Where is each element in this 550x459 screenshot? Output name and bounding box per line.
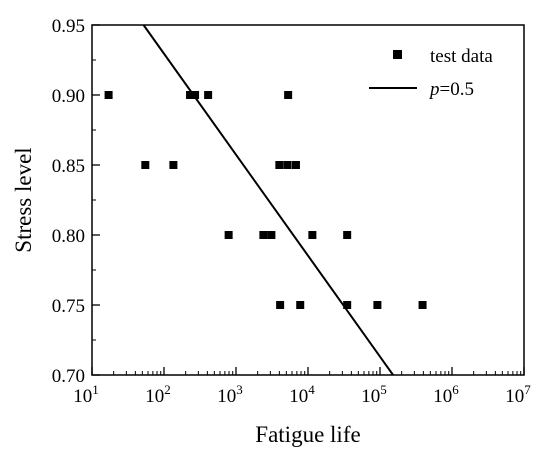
x-tick-exponent: 3 xyxy=(236,382,243,397)
x-tick-exponent: 6 xyxy=(452,382,459,397)
x-tick-base: 10 xyxy=(73,386,92,407)
data-point xyxy=(104,91,113,99)
x-tick-label: 102 xyxy=(145,382,171,407)
x-tick-label: 105 xyxy=(361,382,387,407)
legend-marker-test-data xyxy=(393,50,402,59)
y-tick-label: 0.95 xyxy=(52,16,85,37)
data-point xyxy=(283,161,292,169)
x-tick-base: 10 xyxy=(145,386,164,407)
data-point xyxy=(204,91,213,99)
data-point xyxy=(418,301,427,309)
legend-label-test-data: test data xyxy=(430,46,493,67)
legend-label-p-rest: =0.5 xyxy=(440,79,474,100)
x-tick-base: 10 xyxy=(289,386,308,407)
legend-label-p-italic: p xyxy=(428,79,440,100)
x-tick-exponent: 5 xyxy=(380,382,387,397)
data-point xyxy=(169,161,178,169)
x-tick-label: 106 xyxy=(433,382,459,407)
y-tick-label: 0.85 xyxy=(52,156,85,177)
data-point xyxy=(284,91,293,99)
x-tick-label: 107 xyxy=(505,382,531,407)
data-point xyxy=(259,231,268,239)
x-tick-label: 104 xyxy=(289,382,315,407)
data-point xyxy=(275,161,284,169)
data-point xyxy=(186,91,195,99)
data-point xyxy=(191,91,200,99)
plot-frame xyxy=(91,24,525,376)
legend-label-p: p=0.5 xyxy=(428,79,474,100)
y-axis-title: Stress level xyxy=(11,147,36,252)
x-tick-base: 10 xyxy=(505,386,524,407)
data-point xyxy=(267,231,276,239)
y-tick-label: 0.70 xyxy=(52,366,85,387)
x-tick-base: 10 xyxy=(361,386,380,407)
x-axis-title: Fatigue life xyxy=(255,422,360,447)
axis-ticks xyxy=(91,24,525,376)
x-tick-exponent: 1 xyxy=(92,382,99,397)
x-tick-exponent: 7 xyxy=(524,382,531,397)
x-tick-label: 103 xyxy=(217,382,243,407)
data-point xyxy=(343,301,352,309)
x-tick-label: 101 xyxy=(73,382,99,407)
data-point xyxy=(224,231,233,239)
fit-line-p-0-5 xyxy=(142,24,394,376)
data-point xyxy=(291,161,300,169)
x-tick-base: 10 xyxy=(433,386,452,407)
y-tick-label: 0.75 xyxy=(52,296,85,317)
legend: test data p=0.5 xyxy=(369,46,493,100)
x-tick-base: 10 xyxy=(217,386,236,407)
x-tick-exponent: 2 xyxy=(164,382,171,397)
data-point xyxy=(343,231,352,239)
tick-labels: 101 102 103 104 105 106 1070.700.750.800.850.9… xyxy=(52,16,532,407)
data-point xyxy=(296,301,305,309)
data-point xyxy=(308,231,317,239)
x-tick-exponent: 4 xyxy=(308,382,315,397)
data-point xyxy=(141,161,150,169)
data-point xyxy=(373,301,382,309)
y-tick-label: 0.80 xyxy=(52,226,85,247)
plot-content xyxy=(104,24,427,376)
y-tick-label: 0.90 xyxy=(52,86,85,107)
data-point xyxy=(276,301,285,309)
